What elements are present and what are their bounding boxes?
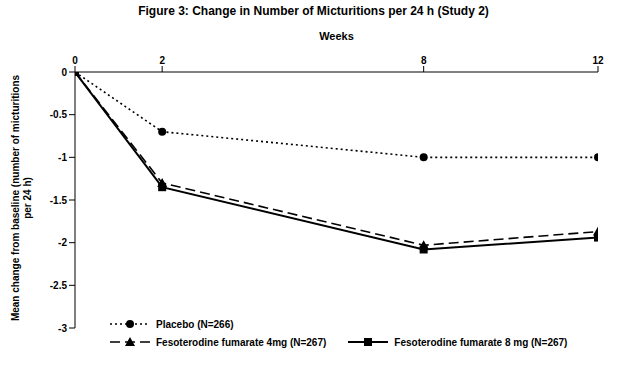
html-text:Fesoterodine fumarate 8 mg (N=: Fesoterodine fumarate 8 mg (N=267) [394,336,568,348]
html-text:Weeks: Weeks [319,30,354,42]
svg-text:12: 12 [592,55,604,66]
svg-text:8: 8 [421,55,427,66]
html-text:Fesoterodine fumarate 4mg (N=2: Fesoterodine fumarate 4mg (N=267) [156,336,327,348]
svg-text:-2.5: -2.5 [50,280,68,291]
html-text:Placebo (N=266): Placebo (N=266) [156,318,234,330]
svg-text:0: 0 [61,67,67,78]
html-text:Figure 3: Change in Number of: Figure 3: Change in Number of Micturitio… [138,4,489,18]
svg-text:0: 0 [72,55,78,66]
svg-text:-2: -2 [58,237,67,248]
svg-text:-1.5: -1.5 [50,195,68,206]
svg-text:-1: -1 [58,152,67,163]
html-text:Mean change from baseline (num: Mean change from baseline (number of mic… [10,74,33,322]
svg-text:-0.5: -0.5 [50,109,68,120]
svg-text:2: 2 [159,55,165,66]
svg-text:-3: -3 [58,323,67,334]
